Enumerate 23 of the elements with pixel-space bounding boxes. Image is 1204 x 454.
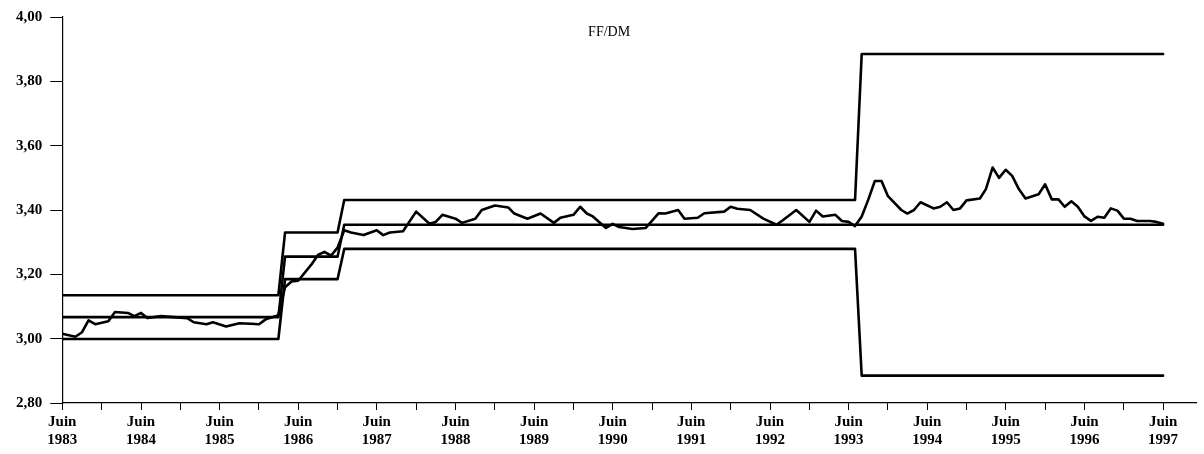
- x-tick-label: Juin 1988: [440, 412, 471, 447]
- y-tick-label: 3,20: [16, 265, 43, 282]
- y-tick-label: 3,80: [16, 72, 43, 89]
- y-tick-label: 2,80: [16, 393, 43, 410]
- x-tick-label: Juin 1997: [1148, 412, 1179, 447]
- x-tick-label: Juin 1984: [126, 412, 157, 447]
- y-tick-label: 3,00: [16, 329, 43, 346]
- x-tick-label: Juin 1983: [47, 412, 78, 447]
- x-tick-label: Juin 1990: [597, 412, 628, 447]
- x-tick-label: Juin 1985: [204, 412, 235, 447]
- x-tick-label: Juin 1991: [676, 412, 707, 447]
- y-tick-label: 3,60: [16, 136, 43, 153]
- x-tick-label: Juin 1986: [283, 412, 314, 447]
- y-tick-label: 3,40: [16, 200, 43, 217]
- x-tick-label: Juin 1987: [361, 412, 393, 447]
- chart-title: FF/DM: [588, 23, 631, 39]
- x-tick-label: Juin 1992: [755, 412, 786, 447]
- y-tick-label: 4,00: [16, 7, 43, 24]
- x-tick-label: Juin 1989: [519, 412, 550, 447]
- x-tick-label: Juin 1996: [1069, 412, 1100, 447]
- x-tick-label: Juin 1994: [912, 412, 943, 447]
- x-tick-label: Juin 1993: [833, 412, 864, 447]
- x-tick-label: Juin 1995: [990, 412, 1021, 447]
